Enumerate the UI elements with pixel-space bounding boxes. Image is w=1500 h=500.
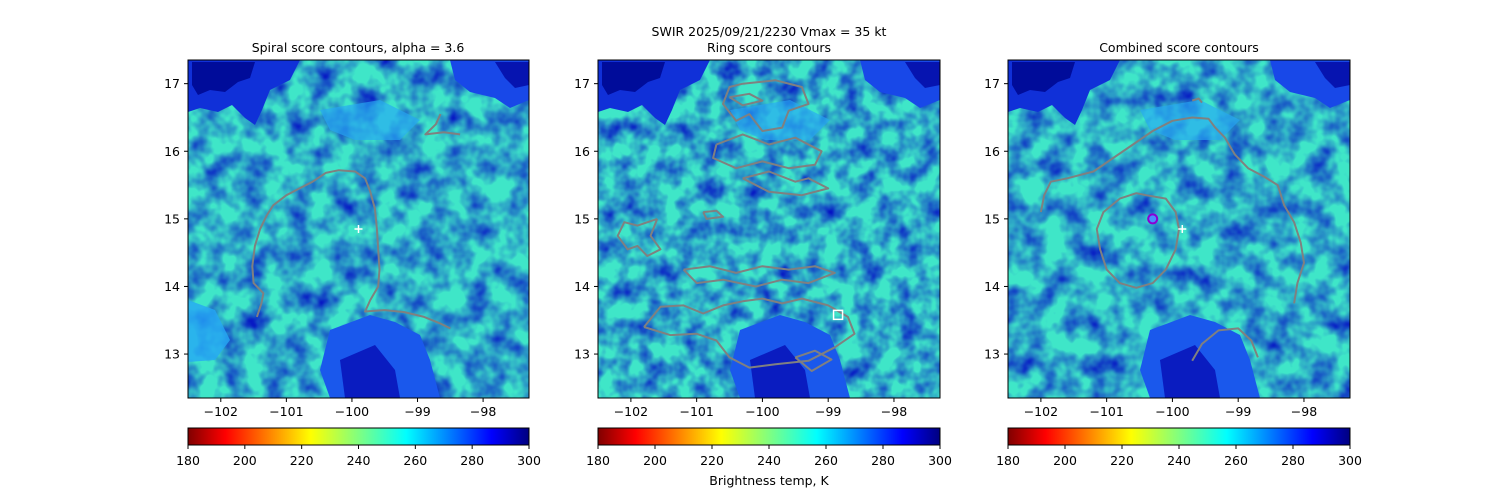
colorbar-tick-label: 280 (460, 453, 484, 468)
y-tick-label: 14 (574, 279, 590, 294)
colorbar-tick-label: 180 (996, 453, 1020, 468)
y-tick-label: 15 (984, 211, 1000, 226)
colorbar-tick-label: 220 (700, 453, 724, 468)
y-tick-label: 16 (984, 144, 1000, 159)
y-tick-label: 15 (574, 211, 590, 226)
colorbar: 180 200 220 240 260 280 300 (176, 427, 541, 468)
panel-spiral: Spiral score contours, alpha = 3.6 −102 −… (164, 40, 541, 468)
colorbar-label: Brightness temp, K (709, 473, 829, 488)
x-tick-label: −100 (745, 404, 779, 419)
colorbar-tick-label: 220 (290, 453, 314, 468)
colorbar-tick-label: 280 (871, 453, 895, 468)
x-tick-label: −99 (1225, 404, 1251, 419)
y-tick-label: 16 (574, 144, 590, 159)
y-tick-label: 15 (164, 211, 180, 226)
x-tick-label: −99 (404, 404, 430, 419)
panel-combined: Combined score contours −102 −101 −100 −99 −… (984, 40, 1362, 468)
colorbar-tick-label: 180 (586, 453, 610, 468)
x-tick-label: −101 (269, 404, 303, 419)
contour-line (728, 92, 764, 107)
colorbar-tick-label: 280 (1281, 453, 1305, 468)
contour-line (1039, 116, 1305, 304)
contour-line (1095, 192, 1180, 289)
score-contours (251, 113, 461, 330)
center-plus-marker (354, 225, 363, 233)
y-tick-label: 13 (164, 347, 180, 362)
colorbar-tick-label: 180 (176, 453, 200, 468)
y-tick-label: 17 (984, 76, 1000, 91)
contour-line (424, 113, 461, 136)
x-tick-label: −98 (470, 404, 496, 419)
y-tick-label: 16 (164, 144, 180, 159)
contour-line (251, 169, 451, 330)
colorbar: 180 200 220 240 260 280 300 (586, 427, 952, 468)
y-tick-label: 14 (164, 279, 180, 294)
panel-ring: Ring score contours −102 −101 −100 −99 −98 13… (574, 40, 952, 488)
contour-line (794, 349, 833, 372)
x-tick-label: −100 (335, 404, 369, 419)
colorbar-tick-label: 220 (1110, 453, 1134, 468)
contour-line (712, 133, 823, 170)
center-plus-marker (1178, 225, 1187, 233)
panel-title: Ring score contours (707, 40, 831, 55)
contour-line (722, 79, 810, 132)
y-tick-label: 13 (574, 347, 590, 362)
x-tick-label: −100 (1155, 404, 1189, 419)
x-tick-label: −98 (1291, 404, 1317, 419)
ring-center-marker (832, 309, 844, 321)
contour-line (616, 217, 662, 257)
panel-title: Combined score contours (1099, 40, 1259, 55)
colorbar-tick-label: 300 (517, 453, 541, 468)
x-tick-label: −102 (614, 404, 648, 419)
x-tick-label: −98 (881, 404, 907, 419)
colorbar-tick-label: 240 (347, 453, 371, 468)
combined-center-marker (1147, 213, 1159, 225)
colorbar-tick-label: 260 (1224, 453, 1248, 468)
satellite-image (598, 60, 940, 398)
x-tick-label: −99 (815, 404, 841, 419)
colorbar-tick-label: 300 (1338, 453, 1362, 468)
colorbar-tick-label: 200 (643, 453, 667, 468)
x-tick-label: −101 (1089, 404, 1123, 419)
colorbar-tick-label: 260 (814, 453, 838, 468)
axes-frame (1007, 59, 1351, 399)
colorbar: 180 200 220 240 260 280 300 (996, 427, 1362, 468)
contour-line (1191, 97, 1203, 104)
colorbar-tick-label: 240 (1167, 453, 1191, 468)
axes-frame (597, 59, 941, 399)
contour-line (702, 209, 724, 220)
x-tick-label: −101 (679, 404, 713, 419)
colorbar-tick-label: 200 (233, 453, 257, 468)
contour-line (742, 170, 830, 197)
colorbar-tick-label: 200 (1053, 453, 1077, 468)
figure-suptitle: SWIR 2025/09/21/2230 Vmax = 35 kt (652, 24, 887, 39)
y-tick-label: 17 (164, 76, 180, 91)
colorbar-tick-label: 240 (757, 453, 781, 468)
contour-line (643, 297, 856, 369)
y-tick-label: 13 (984, 347, 1000, 362)
score-contours (1039, 97, 1305, 362)
panel-title: Spiral score contours, alpha = 3.6 (252, 40, 465, 55)
contour-line (682, 265, 836, 288)
y-tick-label: 14 (984, 279, 1000, 294)
y-tick-label: 17 (574, 76, 590, 91)
axes-frame (187, 59, 530, 399)
contour-line (1191, 327, 1259, 362)
colorbar-tick-label: 300 (928, 453, 952, 468)
x-tick-label: −102 (1024, 404, 1058, 419)
score-contours (616, 79, 856, 372)
x-tick-label: −102 (204, 404, 238, 419)
colorbar-tick-label: 260 (403, 453, 427, 468)
